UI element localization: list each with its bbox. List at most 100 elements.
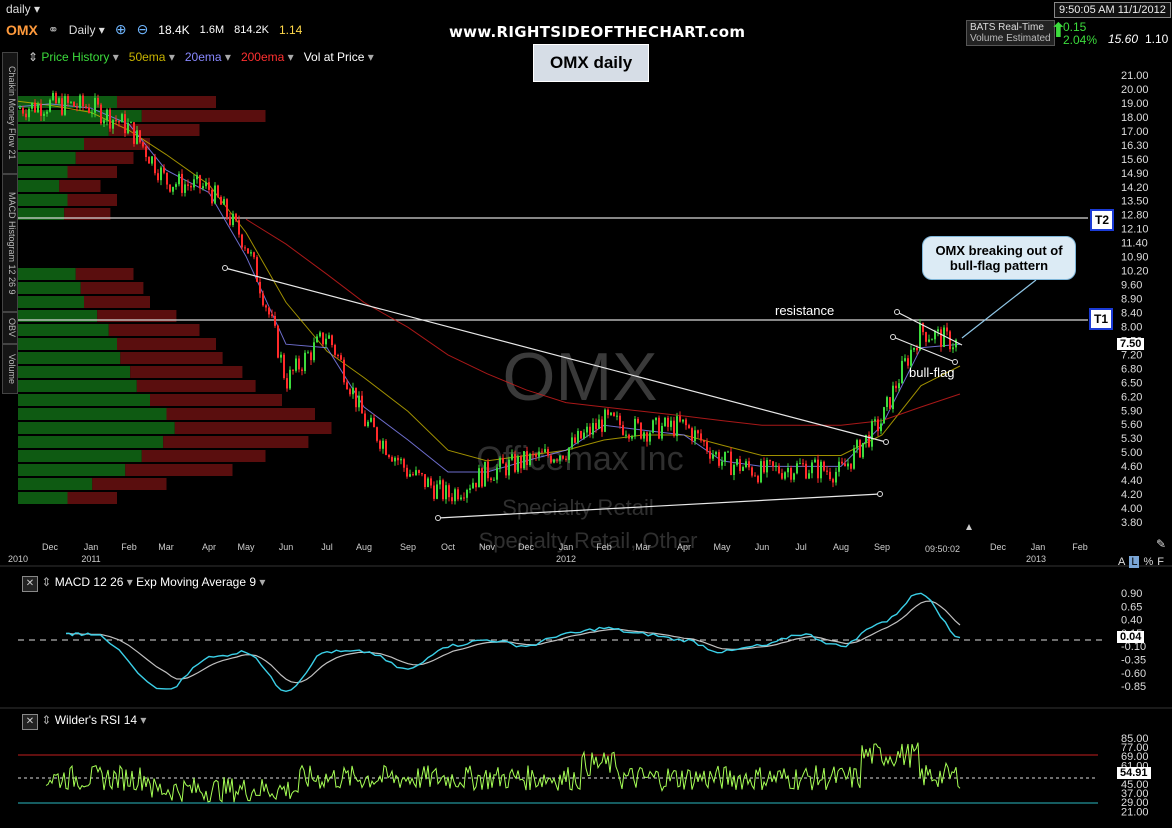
window-menu[interactable]: daily ▾ [6, 2, 40, 16]
toggle-a[interactable]: A [1118, 556, 1126, 568]
candle-body [475, 482, 477, 488]
interval-select[interactable]: Daily ▾ [68, 22, 105, 37]
candle-body [823, 461, 825, 471]
time-tick-label: Sep [400, 542, 416, 552]
legend-50ema[interactable]: 50ema ▾ [128, 50, 175, 64]
vap-down-bar [84, 296, 150, 308]
price-tick-label: 20.00 [1121, 84, 1149, 96]
candle-body [124, 114, 126, 134]
close-icon[interactable]: ✕ [22, 576, 38, 592]
trendline-handle[interactable] [952, 359, 958, 365]
candle-body [853, 448, 855, 469]
vap-down-bar [75, 268, 134, 280]
candle-body [844, 463, 846, 467]
candle-body [502, 457, 504, 464]
pencil-icon[interactable]: ✎ [1156, 537, 1167, 551]
price-tick-label: 10.20 [1121, 266, 1149, 278]
candle-body [772, 461, 774, 467]
legend-200ema[interactable]: 200ema ▾ [240, 50, 294, 64]
close-icon[interactable]: ✕ [22, 714, 38, 730]
vap-up-bar [18, 380, 137, 392]
time-axis: Dec Jan Feb Mar Apr May Jun Jul Aug Sep Oct Nov Dec J… [8, 542, 1088, 564]
candle-body [505, 463, 507, 476]
time-tick-label: May [237, 542, 255, 552]
candle-body [241, 234, 243, 248]
candle-body [517, 456, 519, 472]
candle-body [193, 179, 195, 188]
bull-flag-label: bull-flag [909, 365, 955, 380]
vap-down-bar [166, 408, 315, 420]
candle-body [169, 184, 171, 192]
toggle-pct[interactable]: % [1143, 556, 1154, 568]
rsi-tick-label: 85.00 [1121, 733, 1149, 745]
price-tick-label: 4.40 [1121, 475, 1142, 487]
candle-body [586, 426, 588, 433]
candle-body [379, 440, 381, 449]
candle-body [814, 459, 816, 463]
time-tick-label: Feb [121, 542, 137, 552]
legend-price-history[interactable]: ⇕ Price History ▾ [28, 50, 119, 64]
chevron-down-icon: ▾ [34, 2, 41, 16]
candle-body [100, 104, 102, 124]
trendline-handle[interactable] [877, 491, 883, 497]
candle-body [841, 461, 843, 464]
candle-body [433, 485, 435, 499]
side-tab-macd-histogram[interactable]: MACD Histogram 12 26 9 [2, 174, 18, 312]
candle-body [403, 459, 405, 468]
side-tab-obv[interactable]: OBV [2, 312, 18, 344]
time-tick-label: Oct [441, 542, 456, 552]
candle-body [142, 142, 144, 147]
price-tick-label: 12.10 [1121, 224, 1149, 236]
link-icon[interactable]: ⚭ [47, 21, 59, 37]
vap-down-bar [130, 366, 243, 378]
zoom-out-icon[interactable]: ⊖ [136, 21, 149, 37]
candle-body [106, 109, 108, 121]
year-tick-label: 2013 [1026, 554, 1046, 564]
toggle-f[interactable]: F [1157, 556, 1164, 568]
candle-body [313, 342, 315, 361]
legend-20ema[interactable]: 20ema ▾ [184, 50, 231, 64]
t2-target-tag: T2 [1090, 209, 1114, 231]
price-change-pct: 2.04% [1063, 33, 1098, 47]
vap-down-bar [97, 310, 177, 322]
candle-body [643, 432, 645, 439]
volume-ratio: 1.14 [279, 22, 303, 37]
legend-vol-at-price[interactable]: Vol at Price ▾ [303, 50, 374, 64]
rsi-tick-label: 37.00 [1121, 788, 1149, 800]
trendline-handle[interactable] [890, 334, 896, 340]
toggle-l[interactable]: L [1129, 556, 1140, 568]
trendline-handle[interactable] [435, 515, 441, 521]
bg-industry: Specialty Retail, Other [479, 528, 698, 553]
candle-body [253, 252, 255, 258]
trendline-handle[interactable] [222, 265, 228, 271]
candle-body [445, 485, 447, 500]
candle-body [85, 106, 87, 108]
clock-readout: 9:50:05 AM 11/1/2012 [1054, 2, 1171, 18]
vap-up-bar [18, 394, 150, 406]
trendline-handle[interactable] [883, 439, 889, 445]
time-tick-label: Aug [356, 542, 372, 552]
candle-body [301, 369, 303, 371]
avg-volume-2: 814.2K [234, 23, 269, 36]
side-tab-chaikin[interactable]: Chaikin Money Flow 21 [2, 52, 18, 174]
ticker-symbol[interactable]: OMX [6, 21, 38, 38]
trendline-handle[interactable] [894, 309, 900, 315]
candle-body [127, 122, 129, 134]
candle-body [424, 474, 426, 487]
candle-body [730, 451, 732, 475]
candle-body [391, 457, 393, 462]
side-tab-volume[interactable]: Volume [2, 344, 18, 394]
candle-body [181, 173, 183, 193]
candle-body [316, 336, 318, 343]
vap-up-bar [18, 450, 142, 462]
rsi-tick-label: 77.00 [1121, 742, 1149, 754]
time-tick-label: Jun [279, 542, 294, 552]
candle-body [205, 182, 207, 187]
vap-down-bar [80, 282, 144, 294]
zoom-in-icon[interactable]: ⊕ [114, 21, 127, 37]
time-tick-label: Apr [677, 542, 691, 552]
candle-body [25, 113, 27, 118]
candle-body [682, 419, 684, 422]
last-price-tag: 7.50 [1117, 338, 1145, 350]
